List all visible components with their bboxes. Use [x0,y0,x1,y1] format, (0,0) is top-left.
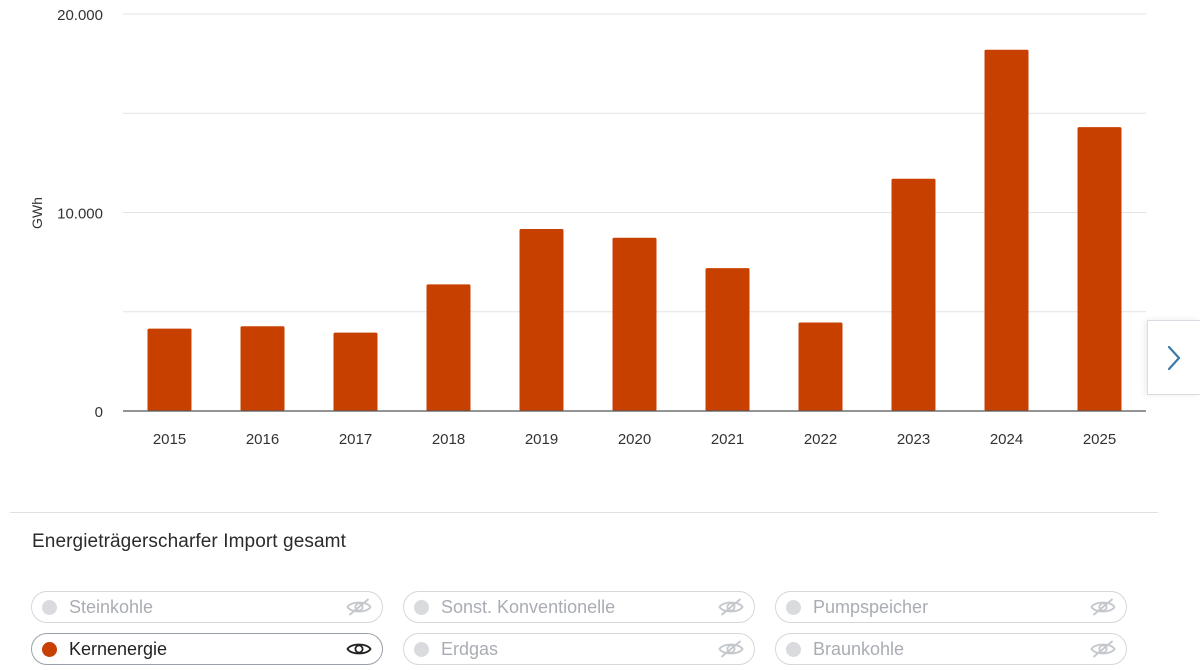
bar-2019 [519,228,564,411]
legend-item-kernenergie[interactable]: Kernenergie [31,633,383,665]
x-tick-label: 2015 [153,431,186,448]
eye-slash-icon[interactable] [718,598,744,616]
bar-2017 [333,332,378,411]
y-tick-label: 20.000 [57,7,103,24]
x-tick-label: 2020 [618,431,651,448]
bar-2021 [705,268,750,411]
legend-color-dot [42,641,57,657]
eye-icon[interactable] [346,640,372,658]
x-tick-label: 2025 [1083,431,1116,448]
bar-2016 [240,326,285,411]
x-tick-label: 2024 [990,431,1023,448]
legend-item-label: Braunkohle [813,638,905,659]
legend-item-steinkohle[interactable]: Steinkohle [31,591,383,623]
x-tick-label: 2022 [804,431,837,448]
legend-item-sonst-konventionelle[interactable]: Sonst. Konventionelle [403,591,755,623]
legend-item-label: Sonst. Konventionelle [441,596,616,617]
next-chart-button[interactable] [1147,320,1200,395]
eye-slash-icon[interactable] [1090,640,1116,658]
eye-slash-icon[interactable] [718,640,744,658]
bar-2024 [984,49,1029,411]
eye-slash-icon[interactable] [346,598,372,616]
legend-item-label: Steinkohle [69,596,154,617]
y-axis-label: GWh [29,197,45,229]
section-divider [10,512,1158,513]
legend-color-dot [414,641,429,657]
legend-item-label: Erdgas [441,638,499,659]
y-tick-label: 10.000 [57,206,103,223]
eye-slash-icon[interactable] [1090,598,1116,616]
bar-2015 [147,328,192,411]
legend-item-label: Pumpspeicher [813,596,929,617]
legend-item-label: Kernenergie [69,638,168,659]
x-tick-label: 2019 [525,431,558,448]
bar-2025 [1077,127,1122,412]
legend: Steinkohle Sonst. Konventionelle Pumpspeic… [31,591,1127,665]
bar-chart: 0 10.000 20.000 GWh 2015 2016 2017 2018 2019 2020… [29,7,1146,448]
legend-title: Energieträgerscharfer Import gesamt [32,531,346,552]
legend-item-braunkohle[interactable]: Braunkohle [775,633,1127,665]
x-tick-label: 2023 [897,431,930,448]
legend-item-pumpspeicher[interactable]: Pumpspeicher [775,591,1127,623]
legend-item-erdgas[interactable]: Erdgas [403,633,755,665]
x-tick-label: 2021 [711,431,744,448]
x-tick-label: 2016 [246,431,279,448]
legend-color-dot [786,641,801,657]
legend-color-dot [42,599,57,615]
bar-2018 [426,284,471,411]
legend-color-dot [414,599,429,615]
x-tick-label: 2017 [339,431,372,448]
bar-2020 [612,237,657,411]
bar-2022 [798,322,843,411]
legend-color-dot [786,599,801,615]
x-tick-label: 2018 [432,431,465,448]
y-tick-label: 0 [95,404,103,421]
chevron-right-icon [1167,345,1181,370]
bar-2023 [891,178,936,411]
